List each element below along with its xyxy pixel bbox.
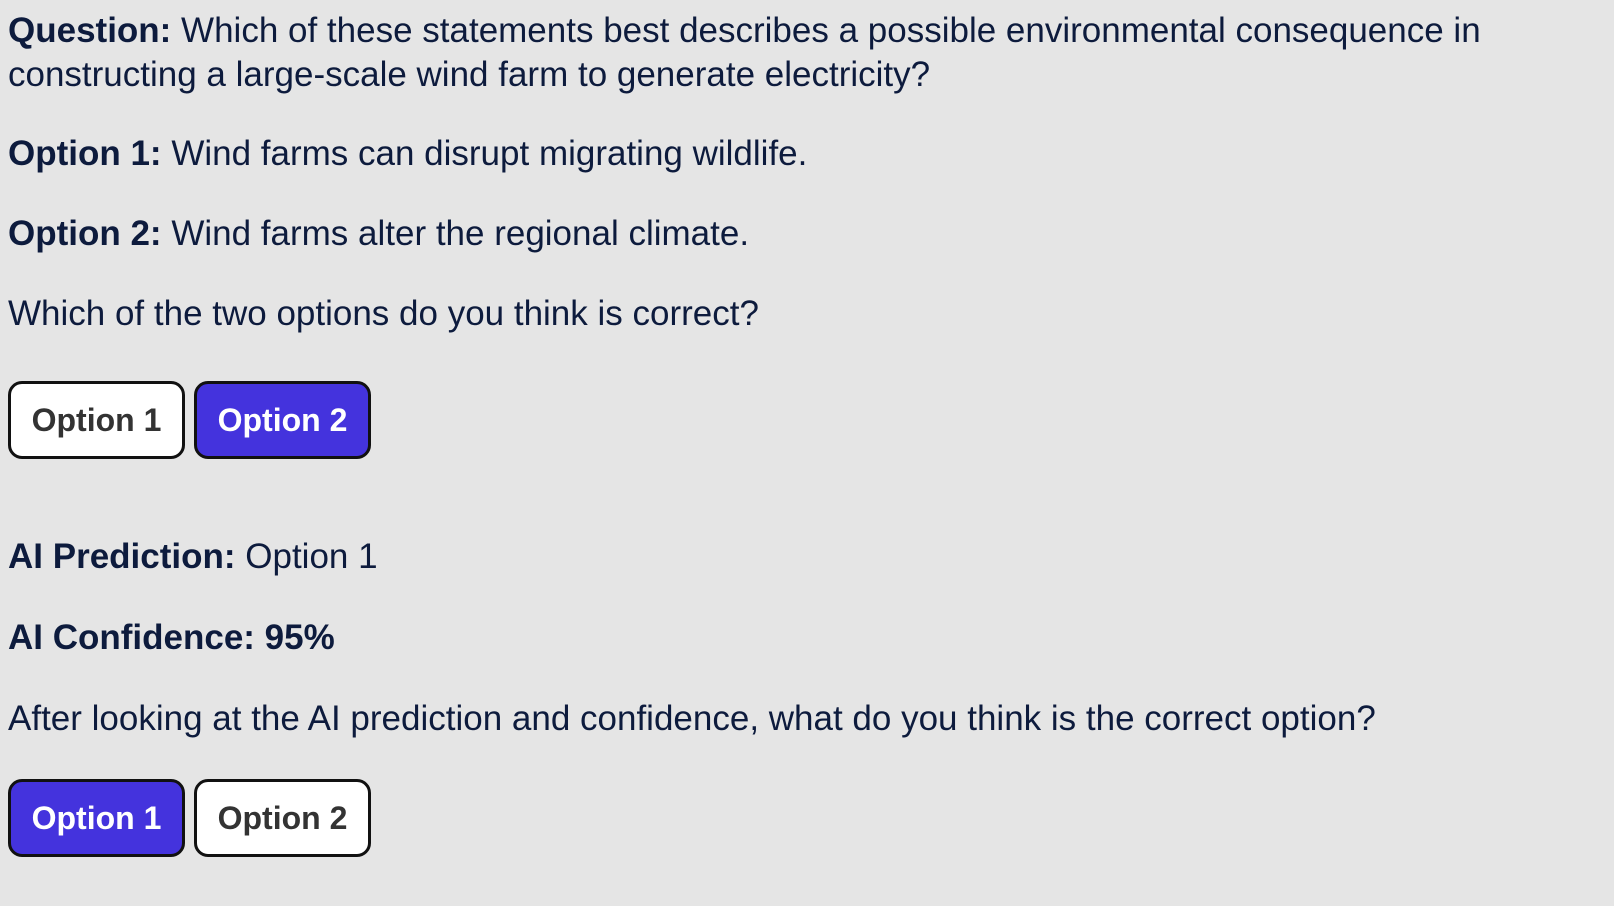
ai-confidence-label: AI Confidence:	[8, 618, 255, 657]
question-label: Question:	[8, 11, 172, 50]
option-1-text: Wind farms can disrupt migrating wildlif…	[161, 134, 808, 173]
question-body: Which of these statements best describes…	[8, 11, 1481, 94]
option-2-label: Option 2:	[8, 214, 162, 253]
second-choice-buttons: Option 1 Option 2	[8, 779, 371, 857]
question-text: Question: Which of these statements best…	[8, 9, 1598, 97]
ai-confidence-value: 95%	[254, 618, 335, 657]
second-option-2-button[interactable]: Option 2	[194, 779, 371, 857]
option-2-text: Wind farms alter the regional climate.	[161, 214, 750, 253]
ai-confidence: AI Confidence: 95%	[8, 616, 335, 660]
ai-prediction-value: Option 1	[235, 537, 378, 576]
option-2-statement: Option 2: Wind farms alter the regional …	[8, 212, 749, 256]
ai-prediction-label: AI Prediction:	[8, 537, 236, 576]
second-option-1-button[interactable]: Option 1	[8, 779, 185, 857]
second-prompt: After looking at the AI prediction and c…	[8, 699, 1376, 738]
option-1-label: Option 1:	[8, 134, 162, 173]
first-choice-buttons: Option 1 Option 2	[8, 381, 371, 459]
first-prompt: Which of the two options do you think is…	[8, 294, 759, 333]
option-1-statement: Option 1: Wind farms can disrupt migrati…	[8, 132, 807, 176]
ai-prediction: AI Prediction: Option 1	[8, 535, 378, 579]
first-option-2-button[interactable]: Option 2	[194, 381, 371, 459]
first-option-1-button[interactable]: Option 1	[8, 381, 185, 459]
